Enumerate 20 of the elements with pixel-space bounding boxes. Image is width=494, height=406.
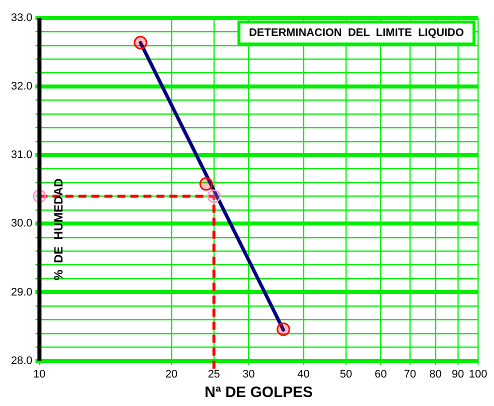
x-tick-label: 70 [404,368,416,380]
x-tick-label: 60 [374,368,387,380]
x-axis-title: Nª DE GOLPES [204,384,313,402]
y-tick-label: 33.0 [10,12,32,24]
y-tick-label: 30.0 [10,218,32,230]
y-tick-label: 32.0 [10,80,32,93]
text: DETERMINACION DEL LIMITE LIQUIDO [248,27,464,40]
y-tick-label: 31.0 [10,149,32,162]
y-axis-title: % DE HUMEDAD [52,178,66,280]
x-tick-label: 20 [165,368,178,380]
x-tick-label: 80 [429,368,442,380]
y-tick-label: 29.0 [10,286,32,298]
y-tick-label: 28.0 [10,354,32,367]
x-tick-label: 10 [33,368,46,380]
x-tick-label: 25 [208,368,220,380]
x-tick-label: 50 [340,368,352,380]
x-tick-label: 40 [297,368,310,380]
x-tick-label: 30 [242,368,255,380]
x-tick-label: 90 [452,368,464,380]
x-tick-label: 100 [468,368,488,380]
